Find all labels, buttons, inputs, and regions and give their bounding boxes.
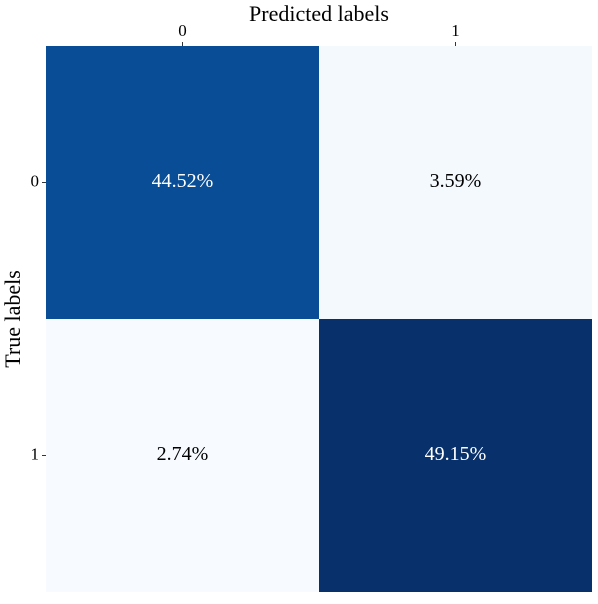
cell-label: 44.52% — [152, 170, 214, 192]
x-axis-label: Predicted labels — [249, 1, 389, 26]
cell-label: 2.74% — [157, 443, 209, 465]
x-tick-label: 0 — [178, 21, 187, 40]
heatmap-cell — [319, 46, 592, 319]
y-axis-label: True labels — [0, 270, 25, 368]
heatmap-cell — [46, 46, 319, 319]
heatmap-cell — [46, 319, 319, 592]
cell-label: 49.15% — [425, 443, 487, 465]
y-tick-label: 0 — [31, 171, 40, 190]
heatmap-cell — [319, 319, 592, 592]
cell-label: 3.59% — [430, 170, 482, 192]
y-tick-label: 1 — [31, 444, 40, 463]
x-tick-label: 1 — [451, 21, 460, 40]
